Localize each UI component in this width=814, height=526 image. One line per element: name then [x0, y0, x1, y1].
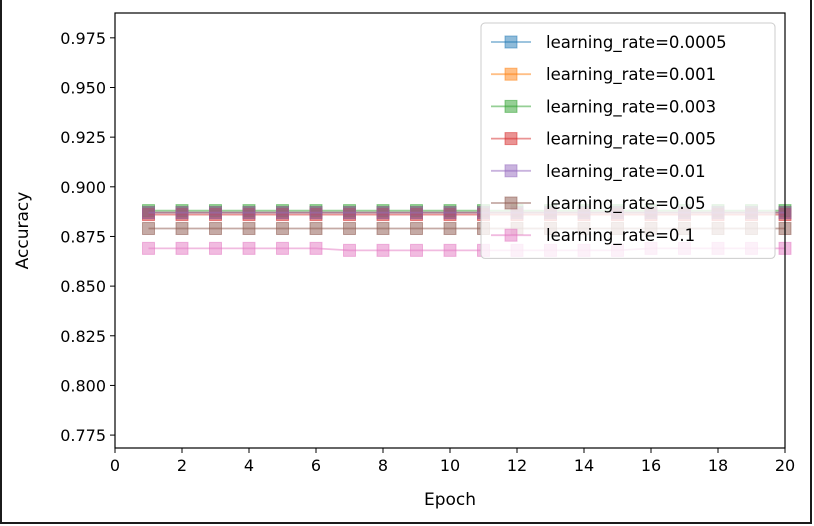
legend-entry: learning_rate=0.001 — [491, 65, 716, 85]
data-point — [175, 206, 189, 220]
x-tick-label: 6 — [311, 456, 321, 475]
data-point — [443, 206, 457, 220]
data-point — [242, 241, 256, 255]
data-point — [276, 241, 289, 255]
legend-label: learning_rate=0.0005 — [546, 33, 727, 53]
legend-marker-swatch — [504, 35, 518, 49]
y-tick-label: 0.825 — [60, 327, 106, 346]
legend-entry: learning_rate=0.05 — [491, 194, 706, 214]
data-point — [242, 222, 256, 236]
legend-marker-swatch — [504, 99, 518, 113]
data-point — [410, 206, 423, 220]
legend-label: learning_rate=0.01 — [546, 162, 706, 182]
data-point — [343, 206, 356, 220]
data-point — [410, 243, 423, 257]
data-point — [343, 222, 356, 236]
legend-marker-swatch — [504, 164, 518, 178]
data-point — [142, 206, 155, 220]
legend-entry: learning_rate=0.005 — [491, 130, 716, 150]
data-point — [142, 222, 155, 236]
y-tick-label: 0.975 — [60, 29, 106, 48]
legend-marker-swatch — [504, 132, 518, 146]
legend-label: learning_rate=0.05 — [546, 194, 706, 214]
legend-label: learning_rate=0.003 — [546, 97, 716, 117]
x-tick-label: 20 — [775, 456, 795, 475]
x-axis-label: Epoch — [424, 490, 476, 510]
data-point — [376, 222, 390, 236]
axis-ticks: 0 2 4 6 8 10 12 14 16 18 20 0.775 0.800 0.825 0.850 0.8… — [60, 29, 795, 475]
legend-entry: learning_rate=0.01 — [491, 162, 706, 182]
legend-marker-swatch — [504, 196, 518, 210]
x-tick-label: 12 — [507, 456, 527, 475]
y-tick-label: 0.800 — [60, 376, 106, 395]
legend: learning_rate=0.0005 learning_rate=0.001l… — [480, 22, 776, 259]
x-tick-label: 10 — [440, 456, 460, 475]
data-point — [276, 206, 289, 220]
data-point — [175, 222, 189, 236]
x-tick-label: 16 — [641, 456, 661, 475]
data-point — [309, 222, 323, 236]
x-tick-label: 8 — [378, 456, 388, 475]
data-point — [410, 222, 423, 236]
legend-box — [480, 22, 776, 259]
legend-label: learning_rate=0.001 — [546, 65, 716, 85]
y-tick-label: 0.850 — [60, 277, 106, 296]
x-tick-label: 0 — [110, 456, 120, 475]
data-point — [242, 206, 256, 220]
legend-label: learning_rate=0.005 — [546, 130, 716, 150]
y-axis-label: Accuracy — [13, 192, 33, 270]
data-point — [175, 241, 189, 255]
data-point — [209, 241, 222, 255]
data-point — [376, 243, 390, 257]
plot-area-frame — [114, 12, 786, 449]
x-tick-label: 2 — [177, 456, 187, 475]
data-point — [209, 206, 222, 220]
data-point — [309, 241, 323, 255]
data-point — [376, 206, 390, 220]
legend-marker-swatch — [504, 67, 518, 81]
data-point — [443, 243, 457, 257]
x-tick-label: 14 — [574, 456, 594, 475]
legend-marker-swatch — [504, 228, 518, 242]
data-point — [209, 222, 222, 236]
y-tick-label: 0.900 — [60, 178, 106, 197]
x-tick-label: 4 — [244, 456, 254, 475]
y-tick-label: 0.775 — [60, 426, 106, 445]
legend-entry: learning_rate=0.1 — [491, 226, 695, 246]
y-tick-label: 0.950 — [60, 78, 106, 97]
data-point — [309, 206, 323, 220]
data-point — [142, 241, 155, 255]
legend-entry: learning_rate=0.0005 — [491, 33, 727, 53]
legend-label: learning_rate=0.1 — [546, 226, 695, 246]
legend-entry: learning_rate=0.003 — [491, 97, 716, 117]
data-point — [443, 222, 457, 236]
y-tick-label: 0.875 — [60, 227, 106, 246]
x-tick-label: 18 — [708, 456, 728, 475]
data-point — [276, 222, 289, 236]
y-tick-label: 0.925 — [60, 128, 106, 147]
data-point — [343, 243, 356, 257]
